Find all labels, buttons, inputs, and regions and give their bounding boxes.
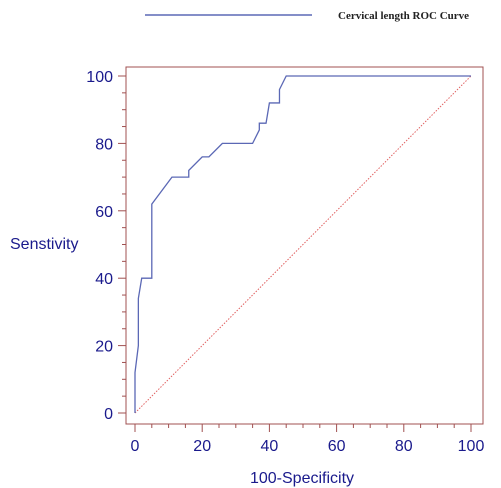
- y-tick-label: 60: [95, 204, 113, 221]
- x-tick-label: 0: [131, 438, 140, 455]
- y-axis-title: Senstivity: [10, 236, 78, 253]
- plot-frame: [125, 66, 484, 425]
- x-tick-label: 100: [458, 438, 485, 455]
- plot-area: 0 20 40 60 80 100 0 20 40 60 80 100: [86, 66, 485, 455]
- x-tick-label: 40: [261, 438, 279, 455]
- y-tick-label: 40: [95, 271, 113, 288]
- y-tick-label: 20: [95, 339, 113, 356]
- x-axis-title: 100-Specificity: [250, 470, 354, 487]
- reference-diagonal-line: [134, 75, 472, 414]
- legend-label: Cervical length ROC Curve: [338, 10, 469, 22]
- x-tick-label: 60: [328, 438, 346, 455]
- y-tick-label: 80: [95, 136, 113, 153]
- roc-curve-line: [134, 75, 471, 413]
- x-tick-label: 80: [395, 438, 413, 455]
- y-tick-label: 100: [86, 69, 113, 86]
- x-tick-label: 20: [193, 438, 211, 455]
- y-tick-label: 0: [104, 406, 113, 423]
- legend: Cervical length ROC Curve: [145, 10, 469, 22]
